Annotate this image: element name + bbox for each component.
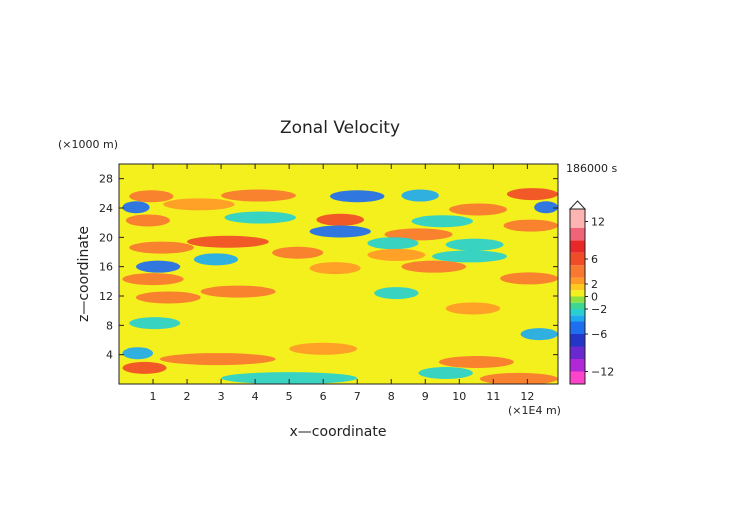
velocity-band-25 [401,260,467,273]
colorbar-level-0 [570,371,585,384]
velocity-band-3 [329,190,385,203]
colorbar-tick-label: −6 [591,328,607,341]
y-axis-label: z—coordinate [76,226,92,322]
velocity-band-7 [449,203,507,216]
velocity-band-33 [129,317,181,330]
velocity-band-24 [136,260,181,273]
x-tick-label: 9 [422,390,429,403]
velocity-band-12 [411,215,473,228]
colorbar-level-16 [570,209,585,228]
velocity-band-6 [534,201,558,214]
colorbar-tick-label: −12 [591,366,614,379]
colorbar-level-10 [570,284,585,291]
velocity-band-38 [122,361,167,374]
x-tick-label: 11 [486,390,500,403]
colorbar-extend-arrow [568,200,587,210]
x-tick-label: 2 [184,390,191,403]
colorbar-level-5 [570,315,585,322]
colorbar-tick-label: 2 [591,278,598,291]
x-tick-label: 10 [452,390,466,403]
x-tick-label: 3 [218,390,225,403]
velocity-band-18 [445,238,504,251]
x-tick-label: 5 [286,390,293,403]
y-tick-label: 28 [99,173,113,186]
velocity-band-5 [122,201,150,214]
colorbar-level-11 [570,277,585,284]
y-tick-label: 24 [99,202,113,215]
velocity-band-36 [122,347,154,360]
velocity-band-13 [503,219,558,232]
velocity-band-17 [367,237,419,250]
y-tick-label: 16 [99,261,113,274]
colorbar-level-3 [570,334,585,347]
x-tick-label: 8 [388,390,395,403]
y-tick-label: 20 [99,231,113,244]
velocity-band-37 [159,353,276,366]
velocity-band-10 [224,211,296,224]
velocity-band-14 [309,225,371,238]
velocity-band-21 [367,248,426,261]
plot-frame [118,163,559,385]
velocity-band-19 [129,241,194,254]
colorbar-level-2 [570,346,585,359]
velocity-band-40 [418,367,473,379]
velocity-band-1 [221,189,296,202]
velocity-band-29 [200,285,276,298]
y-axis-unit: (×1000 m) [58,138,118,151]
x-tick-label: 7 [354,390,361,403]
velocity-band-4 [401,189,439,202]
y-tick-label: 8 [106,319,113,332]
chart-title: Zonal Velocity [280,118,400,138]
velocity-band-11 [125,214,171,227]
velocity-band-2 [506,188,558,201]
velocity-band-28 [500,272,558,285]
x-axis-unit: (×1E4 m) [508,404,561,417]
colorbar-level-13 [570,252,585,266]
time-label: 186000 s [566,162,617,175]
x-tick-label: 1 [150,390,157,403]
velocity-band-22 [432,250,507,263]
velocity-band-30 [136,291,201,304]
velocity-band-9 [316,213,365,226]
velocity-band-15 [384,228,453,241]
velocity-band-23 [193,253,239,266]
colorbar-level-9 [570,290,585,297]
colorbar-tick-label: 12 [591,216,605,229]
velocity-band-42 [479,372,558,384]
velocity-band-0 [129,190,174,203]
colorbar-level-12 [570,265,585,278]
velocity-band-16 [187,235,269,248]
colorbar-level-4 [570,321,585,334]
colorbar-level-1 [570,359,585,372]
colorbar-tick-label: −2 [591,303,607,316]
velocity-band-27 [122,273,184,286]
y-tick-label: 12 [99,290,113,303]
velocity-band-35 [289,342,358,355]
colorbar-level-8 [570,296,585,303]
colorbar-level-6 [570,309,585,316]
colorbar-level-14 [570,240,585,253]
colorbar-tick-label: 0 [591,291,598,304]
colorbar: 12 6 20−2 −6 −12 [568,200,614,385]
colorbar-level-15 [570,227,585,241]
colorbar-tick-label: 6 [591,253,598,266]
velocity-band-31 [374,287,419,300]
velocity-band-32 [445,302,501,315]
velocity-band-26 [309,262,361,275]
velocity-band-34 [520,328,558,341]
colorbar-level-7 [570,302,585,309]
x-tick-label: 12 [520,390,534,403]
velocity-band-39 [438,356,514,368]
velocity-band-20 [272,246,324,259]
x-tick-label: 6 [320,390,327,403]
velocity-band-8 [163,198,235,211]
y-tick-label: 4 [106,349,113,362]
x-tick-label: 4 [252,390,259,403]
x-axis-label: x—coordinate [290,424,387,440]
